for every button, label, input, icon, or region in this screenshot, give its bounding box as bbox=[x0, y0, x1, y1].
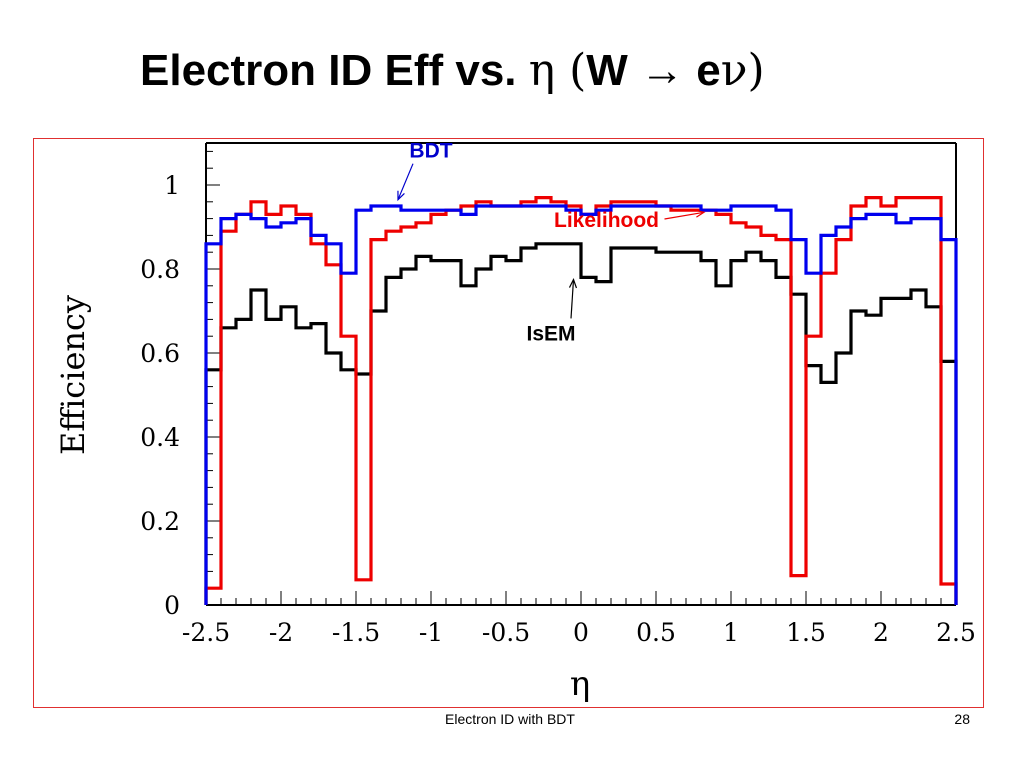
x-tick-label: 0.5 bbox=[636, 618, 676, 647]
series-likelihood-line bbox=[204, 196, 958, 605]
annotation-bdt: BDT bbox=[409, 140, 452, 163]
x-tick-label: 1.5 bbox=[786, 618, 826, 647]
x-tick-label: 0 bbox=[573, 618, 589, 647]
y-axis-label: Efficiency bbox=[54, 295, 92, 455]
x-tick-label: 2 bbox=[873, 618, 889, 647]
y-tick-label: 0 bbox=[164, 591, 180, 620]
x-tick-label: 1 bbox=[723, 618, 739, 647]
slide-title: Electron ID Eff vs. η (W → eν) bbox=[140, 45, 960, 115]
title-part: Electron ID Eff vs. bbox=[140, 46, 529, 95]
annotation-likelihood: Likelihood bbox=[554, 209, 659, 232]
annotation-arrowhead bbox=[397, 190, 405, 202]
series-isem-line bbox=[204, 242, 958, 605]
x-tick-label: -2 bbox=[269, 618, 293, 647]
chart-frame bbox=[33, 138, 984, 708]
x-tick-label: -0.5 bbox=[482, 618, 530, 647]
y-tick-label: 1 bbox=[164, 171, 180, 200]
y-tick-label: 0.8 bbox=[140, 255, 180, 284]
x-tick-label: -1.5 bbox=[332, 618, 380, 647]
annotation-arrow bbox=[570, 279, 575, 319]
title-part-nu: ν bbox=[720, 45, 748, 96]
x-axis-label: η bbox=[570, 664, 590, 704]
series-bdt-line bbox=[204, 204, 958, 605]
x-tick-label: -2.5 bbox=[182, 618, 230, 647]
y-tick-label: 0.6 bbox=[140, 339, 180, 368]
title-part: ) bbox=[747, 45, 765, 96]
title-part: e bbox=[684, 46, 721, 95]
annotation-arrowhead bbox=[568, 277, 578, 289]
title-part: ( bbox=[555, 45, 587, 96]
x-tick-label: -1 bbox=[419, 618, 443, 647]
x-tick-label: 2.5 bbox=[936, 618, 976, 647]
title-part-eta: η bbox=[528, 45, 556, 96]
page-number: 28 bbox=[954, 711, 970, 727]
annotation-arrowhead bbox=[695, 209, 706, 218]
footer-text: Electron ID with BDT bbox=[445, 711, 575, 727]
annotation-arrow bbox=[397, 163, 414, 200]
title-part: W bbox=[586, 46, 641, 95]
arrow-icon: → bbox=[640, 46, 685, 95]
annotation-isem: IsEM bbox=[526, 322, 575, 345]
y-tick-label: 0.2 bbox=[140, 507, 180, 536]
y-tick-label: 0.4 bbox=[140, 423, 180, 452]
annotation-arrow bbox=[664, 211, 705, 220]
